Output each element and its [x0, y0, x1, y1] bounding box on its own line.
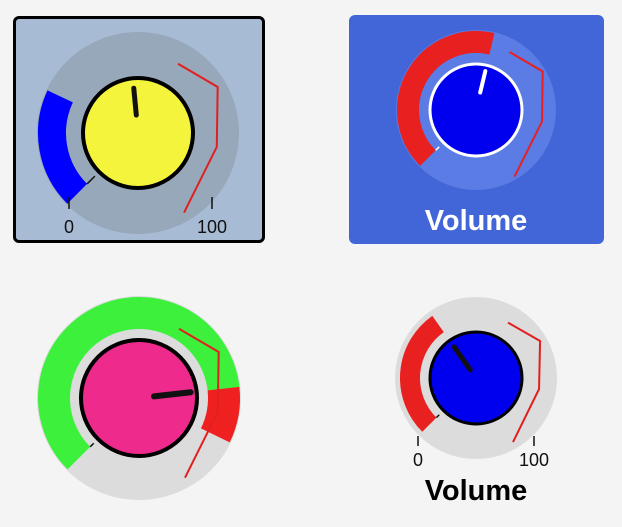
rotary-knob-2[interactable] [349, 15, 604, 244]
value-arc [38, 90, 88, 204]
value-arc [400, 315, 445, 432]
rotary-knob-3[interactable] [20, 290, 260, 512]
knob-face [428, 330, 524, 426]
range-max-label: 100 [518, 450, 550, 470]
knob-title: Volume [424, 205, 528, 237]
range-end-marker [178, 327, 220, 479]
knob-panel-1: 0 100 [13, 16, 265, 243]
knob-pointer [451, 344, 473, 373]
knob-panel-3 [20, 290, 260, 512]
start-tick [435, 146, 440, 151]
value-arc [397, 31, 495, 166]
range-end-marker [508, 51, 544, 178]
range-end-marker [507, 321, 542, 443]
range-min-label: 0 [63, 217, 75, 237]
knob-title: Volume [424, 475, 528, 507]
knob-face [428, 62, 524, 158]
knob-panel-4: 0 100 Volume [372, 292, 592, 514]
knob-panel-2: Volume [349, 15, 604, 244]
knob-pointer [150, 389, 194, 400]
knob-face [81, 76, 195, 190]
knob-face [79, 338, 199, 458]
range-end-marker [177, 62, 219, 214]
knob-pointer [478, 69, 488, 95]
start-tick [435, 414, 440, 419]
rotary-knob-1[interactable] [16, 19, 262, 240]
range-min-label: 0 [412, 450, 424, 470]
start-tick [86, 175, 96, 185]
knob-pointer [131, 85, 139, 118]
value-arc-end [200, 386, 240, 443]
range-max-label: 100 [196, 217, 228, 237]
rotary-knob-4[interactable] [372, 292, 592, 514]
start-tick [89, 442, 95, 448]
